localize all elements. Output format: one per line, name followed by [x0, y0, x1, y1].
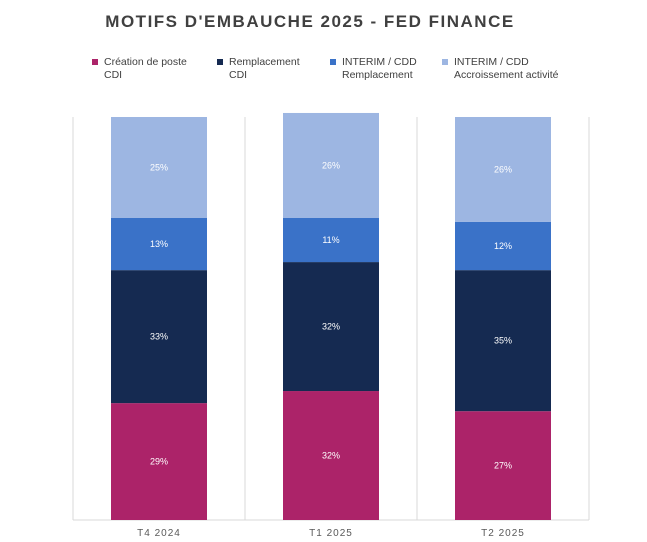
x-tick-label: T1 2025: [309, 528, 353, 539]
bar-segment: [455, 270, 551, 412]
bar-segment: [111, 403, 207, 520]
legend-label-interim-cdd-accroissement: INTERIM / CDD Accroissement activité: [454, 56, 559, 81]
bar-segment: [283, 217, 379, 263]
bar-segment: [111, 117, 207, 218]
legend-label-interim-cdd-remplacement: INTERIM / CDD Remplacement: [342, 56, 417, 81]
legend-swatch-interim-cdd-accroissement: [442, 59, 448, 65]
legend-swatch-remplacement-cdi: [217, 59, 223, 65]
x-tick-label: T4 2024: [137, 528, 181, 539]
legend-label-creation-poste-cdi: Création de poste CDI: [104, 56, 187, 81]
data-label: 26%: [494, 164, 512, 174]
data-label: 35%: [494, 336, 512, 346]
legend-label-remplacement-cdi: Remplacement CDI: [229, 56, 300, 81]
bar-segment: [455, 117, 551, 222]
data-label: 11%: [322, 235, 339, 245]
data-label: 12%: [494, 241, 512, 251]
bar-segment: [111, 217, 207, 271]
x-tick-label: T2 2025: [481, 528, 525, 539]
data-label: 13%: [150, 239, 168, 249]
legend-swatch-creation-poste-cdi: [92, 59, 98, 65]
bar-segment: [283, 112, 379, 218]
data-label: 27%: [494, 461, 512, 471]
data-label: 33%: [150, 332, 168, 342]
data-label: 29%: [150, 457, 168, 467]
bar-segment: [283, 391, 379, 520]
bar-segment: [283, 262, 379, 392]
data-label: 32%: [322, 451, 340, 461]
bar-segment: [111, 270, 207, 404]
bar-segment: [455, 411, 551, 520]
chart-title: MOTIFS D'EMBAUCHE 2025 - FED FINANCE: [105, 12, 515, 31]
data-label: 32%: [322, 322, 340, 332]
data-label: 26%: [322, 160, 340, 170]
bar-segment: [455, 221, 551, 271]
legend-swatch-interim-cdd-remplacement: [330, 59, 336, 65]
data-label: 25%: [150, 162, 168, 172]
